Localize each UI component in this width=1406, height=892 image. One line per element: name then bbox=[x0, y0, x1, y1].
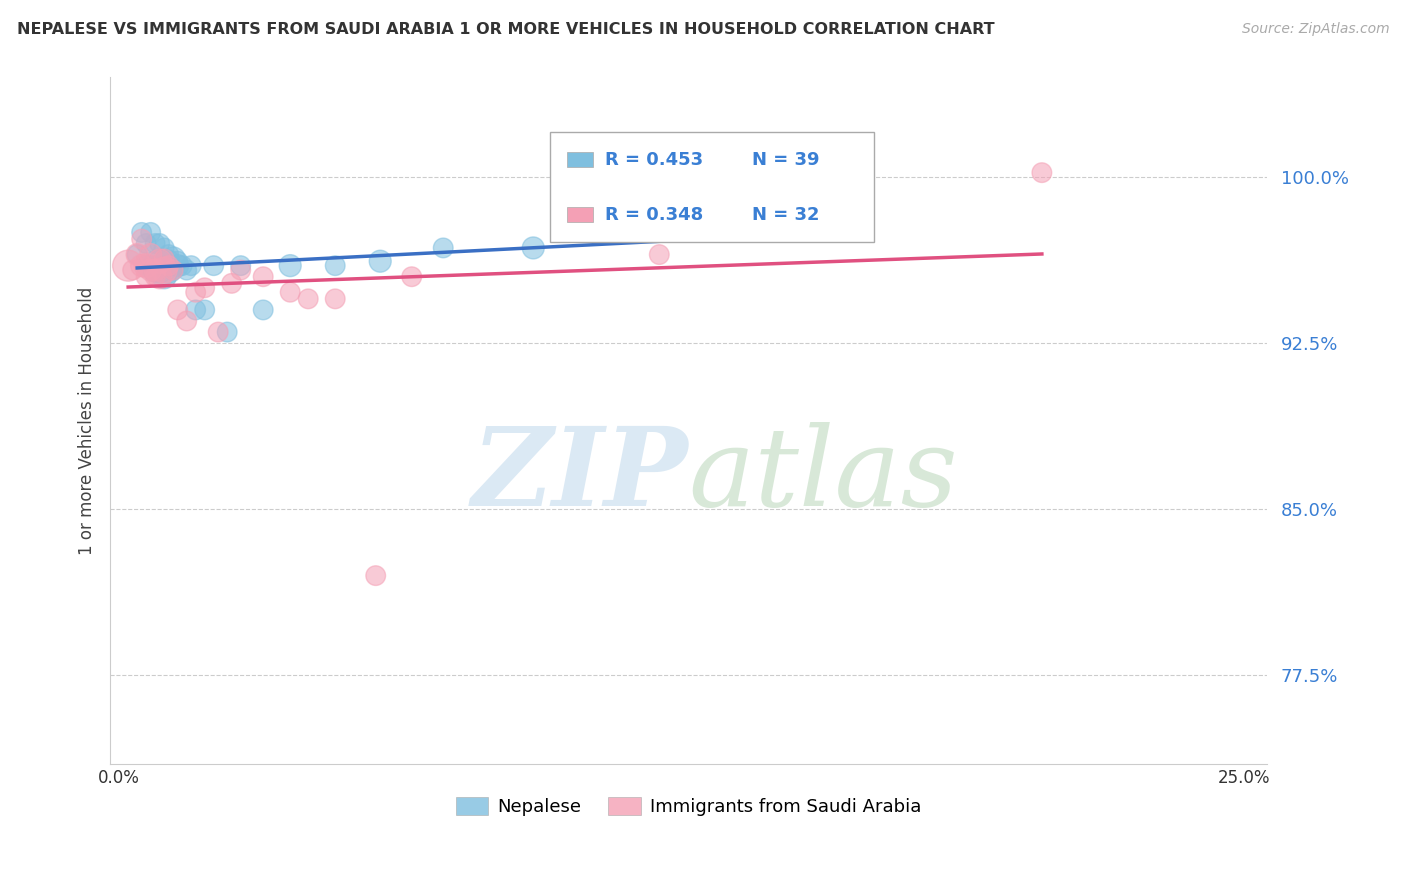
Point bbox=[180, 259, 202, 273]
Point bbox=[1031, 166, 1053, 180]
Point bbox=[207, 325, 229, 339]
Point bbox=[153, 241, 176, 255]
Point bbox=[368, 254, 391, 268]
Point bbox=[297, 292, 319, 306]
Point bbox=[131, 226, 153, 240]
Y-axis label: 1 or more Vehicles in Household: 1 or more Vehicles in Household bbox=[79, 286, 96, 555]
Point bbox=[153, 263, 176, 277]
Point bbox=[153, 252, 176, 266]
Point bbox=[401, 269, 423, 284]
Point bbox=[135, 236, 157, 251]
Point bbox=[153, 254, 176, 268]
Point bbox=[166, 259, 188, 273]
FancyBboxPatch shape bbox=[550, 132, 873, 242]
Point bbox=[149, 254, 172, 268]
FancyBboxPatch shape bbox=[567, 153, 592, 168]
Point bbox=[176, 263, 198, 277]
Text: NEPALESE VS IMMIGRANTS FROM SAUDI ARABIA 1 OR MORE VEHICLES IN HOUSEHOLD CORRELA: NEPALESE VS IMMIGRANTS FROM SAUDI ARABIA… bbox=[17, 22, 994, 37]
Text: N = 39: N = 39 bbox=[752, 151, 820, 169]
Point bbox=[323, 259, 346, 273]
Point bbox=[252, 269, 274, 284]
Point bbox=[716, 214, 738, 228]
Point bbox=[153, 259, 176, 273]
Point bbox=[157, 259, 180, 273]
Point bbox=[127, 247, 149, 261]
Point bbox=[143, 263, 166, 277]
Text: atlas: atlas bbox=[689, 422, 957, 529]
Point bbox=[153, 269, 176, 284]
Point bbox=[162, 252, 184, 266]
Point bbox=[117, 259, 139, 273]
Point bbox=[157, 247, 180, 261]
Point bbox=[221, 277, 243, 291]
Point bbox=[143, 236, 166, 251]
Point bbox=[139, 247, 162, 261]
Point bbox=[139, 263, 162, 277]
Point bbox=[194, 302, 217, 317]
Point bbox=[131, 259, 153, 273]
Text: ZIP: ZIP bbox=[472, 422, 689, 529]
Point bbox=[432, 241, 454, 255]
Point bbox=[323, 292, 346, 306]
Point bbox=[139, 259, 162, 273]
Legend: Nepalese, Immigrants from Saudi Arabia: Nepalese, Immigrants from Saudi Arabia bbox=[449, 789, 928, 823]
Text: R = 0.453: R = 0.453 bbox=[605, 151, 703, 169]
Point bbox=[139, 226, 162, 240]
Point bbox=[522, 241, 544, 255]
Point bbox=[157, 263, 180, 277]
Point bbox=[135, 259, 157, 273]
Point bbox=[202, 259, 225, 273]
Point bbox=[121, 263, 143, 277]
Point bbox=[176, 314, 198, 328]
Point bbox=[217, 325, 239, 339]
Point bbox=[162, 263, 184, 277]
Point bbox=[184, 302, 207, 317]
Point bbox=[143, 254, 166, 268]
Point bbox=[229, 263, 252, 277]
Point bbox=[229, 259, 252, 273]
FancyBboxPatch shape bbox=[567, 207, 592, 222]
Point bbox=[278, 285, 301, 300]
Text: R = 0.348: R = 0.348 bbox=[605, 206, 703, 224]
Point bbox=[157, 254, 180, 268]
Point bbox=[149, 254, 172, 268]
Point bbox=[648, 247, 671, 261]
Point bbox=[143, 269, 166, 284]
Point bbox=[166, 302, 188, 317]
Point bbox=[626, 219, 648, 233]
Point bbox=[131, 232, 153, 246]
Point bbox=[364, 568, 387, 582]
Point bbox=[278, 259, 301, 273]
Point bbox=[166, 254, 188, 268]
Point bbox=[149, 236, 172, 251]
Point bbox=[162, 263, 184, 277]
Text: N = 32: N = 32 bbox=[752, 206, 820, 224]
Point bbox=[252, 302, 274, 317]
Point bbox=[135, 269, 157, 284]
Point bbox=[149, 269, 172, 284]
Point bbox=[194, 281, 217, 295]
Point bbox=[127, 247, 149, 261]
Point bbox=[143, 263, 166, 277]
Point bbox=[149, 263, 172, 277]
Point bbox=[184, 285, 207, 300]
Point bbox=[172, 259, 194, 273]
Point bbox=[135, 259, 157, 273]
Text: Source: ZipAtlas.com: Source: ZipAtlas.com bbox=[1241, 22, 1389, 37]
